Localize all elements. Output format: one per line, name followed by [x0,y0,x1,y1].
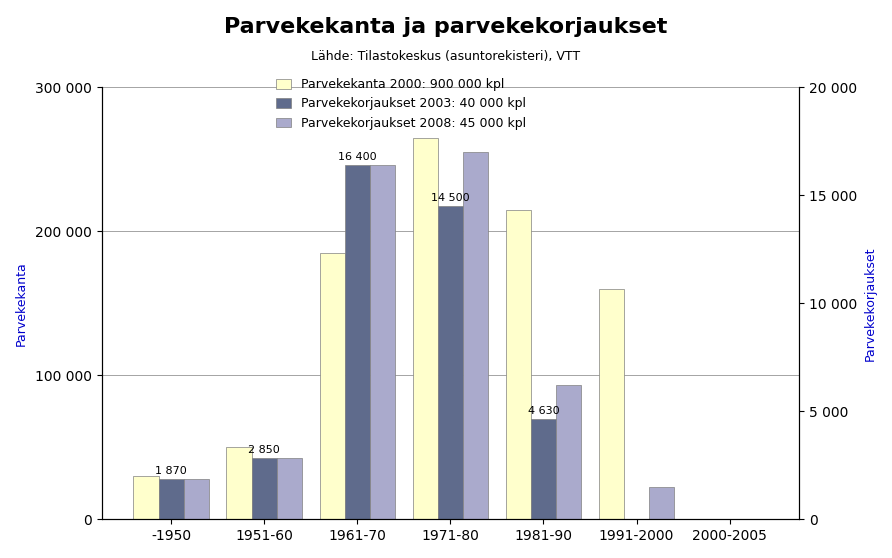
Bar [227,448,252,519]
Bar [252,458,277,519]
Text: 4 630: 4 630 [528,406,559,416]
Y-axis label: Parvekekorjaukset: Parvekekorjaukset [864,246,877,360]
Bar [463,152,488,519]
Bar [319,253,344,519]
Text: Parvekekanta ja parvekekorjaukset: Parvekekanta ja parvekekorjaukset [224,17,668,37]
Bar [184,479,209,519]
Text: 16 400: 16 400 [338,152,376,162]
Bar [506,210,531,519]
Y-axis label: Parvekekanta: Parvekekanta [15,261,28,346]
Bar [438,206,463,519]
Bar [413,138,438,519]
Text: Lähde: Tilastokeskus (asuntorekisteri), VTT: Lähde: Tilastokeskus (asuntorekisteri), … [311,50,581,63]
Bar [649,487,674,519]
Bar [159,479,184,519]
Text: 14 500: 14 500 [431,193,470,203]
Bar [344,165,370,519]
Text: 2 850: 2 850 [248,445,280,455]
Text: 1 870: 1 870 [155,466,187,476]
Legend: Parvekekanta 2000: 900 000 kpl, Parvekekorjaukset 2003: 40 000 kpl, Parvekekorja: Parvekekanta 2000: 900 000 kpl, Parvekek… [271,73,532,134]
Bar [531,419,556,519]
Bar [599,289,624,519]
Bar [556,386,582,519]
Bar [370,165,395,519]
Bar [134,476,159,519]
Bar [277,458,301,519]
